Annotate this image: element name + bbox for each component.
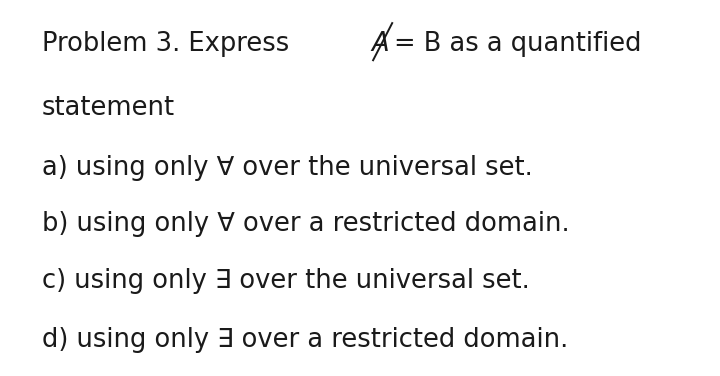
Text: c) using only ∃ over the universal set.: c) using only ∃ over the universal set.: [42, 268, 529, 294]
Text: a) using only ∀ over the universal set.: a) using only ∀ over the universal set.: [42, 155, 533, 181]
Text: b) using only ∀ over a restricted domain.: b) using only ∀ over a restricted domain…: [42, 211, 570, 237]
Text: A: A: [372, 31, 389, 57]
Text: = B as a quantified: = B as a quantified: [394, 31, 642, 57]
Text: Problem 3. Express: Problem 3. Express: [42, 31, 297, 57]
Text: statement: statement: [42, 95, 175, 121]
Text: d) using only ∃ over a restricted domain.: d) using only ∃ over a restricted domain…: [42, 327, 568, 353]
